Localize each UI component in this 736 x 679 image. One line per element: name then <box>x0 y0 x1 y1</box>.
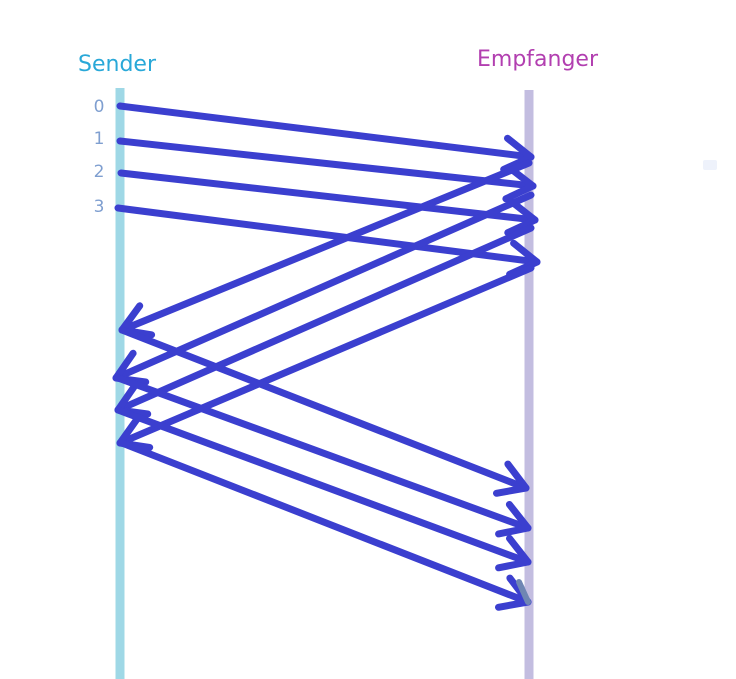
sequence-number-0: 0 <box>93 97 105 117</box>
frame-5-arrow-shaft <box>114 374 532 532</box>
arrival-mark <box>516 579 531 605</box>
ack-2-arrow-shaft <box>114 224 535 414</box>
frame-6-arrow-shaft <box>114 406 532 566</box>
sequence-number-2: 2 <box>93 162 105 182</box>
frame-6-arrow-head <box>495 534 532 572</box>
frame-0-arrow-shaft <box>116 102 535 161</box>
faint-mark <box>703 160 717 170</box>
frame-1-arrow-head <box>502 164 537 203</box>
message-arrows <box>112 102 541 611</box>
ack-1-arrow-shaft <box>112 191 535 382</box>
frame-0-arrow-head <box>500 134 535 173</box>
frame-2-arrow-shaft <box>117 169 539 224</box>
sequence-number-3: 3 <box>93 197 105 217</box>
frame-5-arrow-head <box>495 501 532 538</box>
frame-4-arrow-shaft <box>118 326 530 492</box>
ack-0-arrow-shaft <box>118 159 533 334</box>
sender-label: Sender <box>78 52 156 77</box>
frame-1-arrow-shaft <box>116 137 537 190</box>
frame-7-arrow-shaft <box>118 439 532 606</box>
frame-4-arrow-head <box>493 460 530 497</box>
frame-2-arrow-head <box>504 198 539 237</box>
receiver-label: Empfanger <box>477 47 599 72</box>
ack-3-arrow-shaft <box>116 264 535 447</box>
sequence-number-1: 1 <box>93 129 105 149</box>
